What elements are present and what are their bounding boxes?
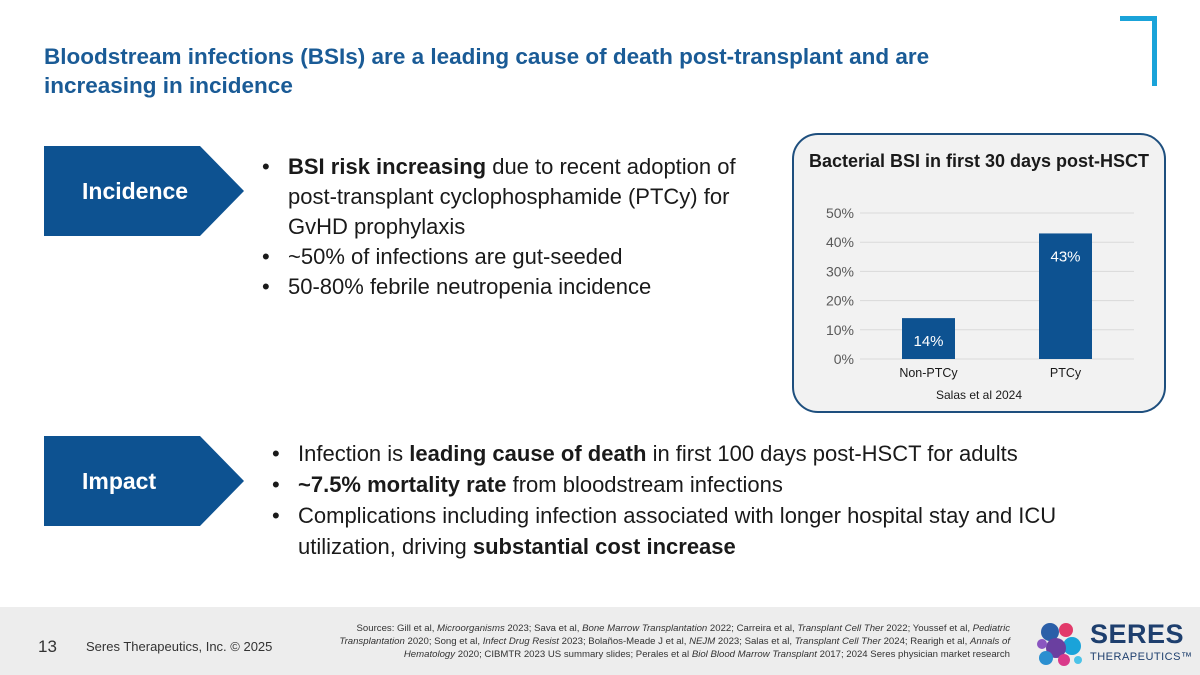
y-tick-label: 10% — [826, 322, 854, 338]
impact-bullet-1: Infection is leading cause of death in f… — [272, 438, 1112, 469]
slide-title: Bloodstream infections (BSIs) are a lead… — [44, 44, 930, 98]
sources-segment: 2022; Carreira et al, — [707, 623, 798, 634]
logo-subtitle: THERAPEUTICS™ — [1090, 651, 1193, 663]
sources-citation: Sources: Gill et al, Microorganisms 2023… — [300, 622, 1010, 661]
y-tick-label: 30% — [826, 263, 854, 279]
page-number: 13 — [38, 637, 57, 656]
incidence-bullet-1: BSI risk increasing due to recent adopti… — [262, 152, 762, 242]
impact-label: Impact — [82, 467, 157, 494]
sources-segment: Bone Marrow Transplantation — [582, 623, 708, 634]
sources-segment: 2020; Song et al, — [404, 636, 483, 647]
chart-title: Bacterial BSI in first 30 days post-HSCT — [808, 151, 1150, 171]
corner-accent-top — [1120, 16, 1157, 21]
impact-arrow-label: Impact — [44, 436, 244, 526]
company-copyright: Seres Therapeutics, Inc. © 2025 — [86, 639, 273, 654]
sources-segment: 2023; Bolaños-Meade J et al, — [558, 636, 690, 647]
seres-logo-icon — [1037, 623, 1082, 666]
y-tick-label: 50% — [826, 205, 854, 221]
sources-segment: Transplant Cell Ther — [797, 623, 884, 634]
sources-segment: 2023; Salas et al, — [715, 636, 795, 647]
sources-segment: NEJM — [689, 636, 716, 647]
y-tick-label: 0% — [834, 351, 854, 367]
bar-chart: 0% 10% 20% 30% 40% 50% 14% Non-PTCy 43% PTCy — [826, 205, 1134, 380]
y-tick-label: 20% — [826, 293, 854, 309]
data-label: 43% — [1050, 248, 1080, 265]
incidence-bullets: BSI risk increasing due to recent adopti… — [262, 152, 762, 302]
chart-panel: Bacterial BSI in first 30 days post-HSCT… — [792, 133, 1166, 413]
incidence-bullet-3: 50-80% febrile neutropenia incidence — [262, 272, 762, 302]
footer: 13 Seres Therapeutics, Inc. © 2025 Sourc… — [0, 607, 1200, 675]
impact-bullet-3: Complications including infection associ… — [272, 500, 1112, 562]
corner-accent-side — [1152, 16, 1157, 86]
sources-segment: Sources: Gill et al, — [356, 623, 438, 634]
logo-wordmark: SERES — [1090, 619, 1185, 649]
impact-bullet-2: ~7.5% mortality rate from bloodstream in… — [272, 469, 1112, 500]
incidence-arrow-label: Incidence — [44, 146, 244, 236]
incidence-label: Incidence — [82, 177, 189, 204]
sources-segment: Annals of Hematology — [403, 636, 1010, 660]
sources-segment: 2020; CIBMTR 2023 US summary slides; Per… — [455, 649, 692, 660]
bar-ptcy — [1039, 233, 1092, 359]
sources-segment: Infect Drug Resist — [482, 636, 559, 647]
x-tick-label: PTCy — [1050, 366, 1082, 380]
sources-segment: Microorganisms — [437, 623, 505, 634]
sources-segment: Biol Blood Marrow Transplant — [691, 649, 817, 660]
impact-bullets: Infection is leading cause of death in f… — [272, 438, 1112, 562]
sources-segment: Pediatric Transplantation — [339, 623, 1010, 647]
sources-segment: 2017; 2024 Seres physician market resear… — [816, 649, 1010, 660]
x-tick-label: Non-PTCy — [899, 366, 958, 380]
sources-segment: 2023; Sava et al, — [504, 623, 583, 634]
bar-non-ptcy — [902, 318, 955, 359]
data-label: 14% — [913, 333, 943, 350]
y-tick-label: 40% — [826, 234, 854, 250]
chart-source: Salas et al 2024 — [935, 388, 1023, 402]
sources-segment: 2022; Youssef et al, — [883, 623, 973, 634]
incidence-bullet-2: ~50% of infections are gut-seeded — [262, 242, 762, 272]
sources-segment: Transplant Cell Ther — [794, 636, 881, 647]
sources-segment: 2024; Rearigh et al, — [880, 636, 970, 647]
